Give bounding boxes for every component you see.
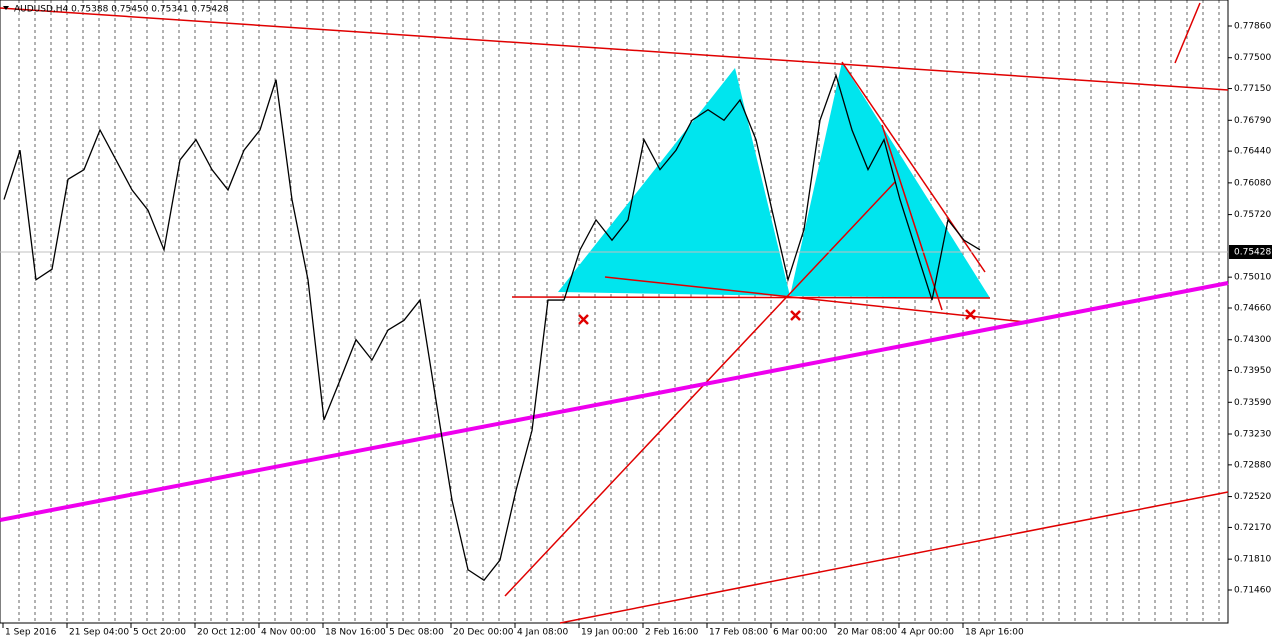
y-tick-label: 0.77150 (1234, 84, 1271, 94)
x-tick-label: 18 Nov 16:00 (325, 628, 386, 638)
y-tick-label: 0.74300 (1234, 335, 1271, 345)
y-tick-label: 0.76440 (1234, 147, 1271, 157)
y-tick-label: 0.73950 (1234, 366, 1271, 376)
y-tick-label: 0.73590 (1234, 398, 1271, 408)
y-tick-label: 0.73230 (1234, 430, 1271, 440)
x-tick-label: 2 Feb 16:00 (645, 628, 699, 638)
x-markers (578, 309, 976, 325)
price-line (3, 73, 981, 582)
series (3, 73, 981, 582)
x-tick-label: 4 Nov 00:00 (261, 628, 316, 638)
x-tick-label: 1 Sep 2016 (5, 628, 57, 638)
trend-line (1174, 2, 1201, 64)
x-tick-label: 5 Oct 20:00 (133, 628, 186, 638)
trend-line (881, 124, 943, 311)
x-tick-label: 4 Apr 00:00 (901, 628, 954, 638)
last-price-label: 0.75428 (1234, 248, 1271, 258)
neckline (511, 296, 991, 299)
trend-line (0, 7, 1229, 91)
triangle (790, 62, 990, 298)
x-tick-label: 6 Mar 00:00 (773, 628, 828, 638)
plot-frame (0, 0, 1229, 624)
x-tick-label: 20 Mar 08:00 (837, 628, 897, 638)
y-tick-label: 0.72170 (1234, 523, 1271, 533)
x-tick-label: 19 Jan 00:00 (581, 628, 638, 638)
x-tick-label: 18 Apr 16:00 (965, 628, 1024, 638)
chart-title: AUDUSD,H4 0.75388 0.75450 0.75341 0.7542… (14, 5, 229, 15)
last-price-box (1229, 245, 1272, 259)
y-tick-label: 0.71460 (1234, 586, 1271, 596)
y-tick-label: 0.77860 (1234, 22, 1271, 32)
y-tick-label: 0.75720 (1234, 210, 1271, 220)
y-tick-label: 0.77500 (1234, 53, 1271, 63)
trend-line (504, 181, 896, 597)
x-tick-label: 17 Feb 08:00 (709, 628, 768, 638)
x-tick-label: 20 Dec 00:00 (453, 628, 514, 638)
title-arrow (3, 6, 9, 10)
drawings (0, 2, 1229, 624)
channel-line (0, 281, 1229, 522)
x-tick-label: 20 Oct 12:00 (197, 628, 256, 638)
triangle (558, 68, 790, 296)
trend-line (604, 276, 1026, 323)
y-tick-label: 0.72520 (1234, 492, 1271, 502)
y-tick-label: 0.74660 (1234, 304, 1271, 314)
y-tick-label: 0.72880 (1234, 460, 1271, 470)
x-tick-label: 5 Dec 08:00 (389, 628, 444, 638)
y-tick-label: 0.75010 (1234, 273, 1271, 283)
y-tick-label: 0.76790 (1234, 116, 1271, 126)
x-tick-label: 21 Sep 04:00 (69, 628, 129, 638)
trend-line (559, 491, 1229, 624)
x-tick-label: 4 Jan 08:00 (517, 628, 569, 638)
y-tick-label: 0.71810 (1234, 555, 1271, 565)
y-tick-label: 0.76080 (1234, 178, 1271, 188)
